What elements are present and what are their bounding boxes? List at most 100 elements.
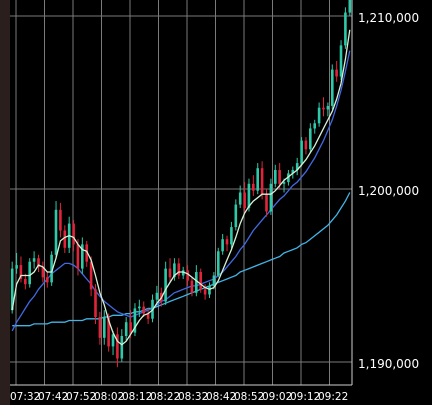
candle-body bbox=[256, 168, 259, 191]
candle-body bbox=[260, 168, 264, 195]
x-tick-label: 08:32 bbox=[178, 391, 208, 403]
candle-body bbox=[168, 268, 172, 278]
candle-body bbox=[28, 261, 31, 285]
x-tick-label: 09:12 bbox=[290, 391, 320, 403]
y-axis: 1,210,000 1,200,000 1,190,000 bbox=[358, 11, 419, 371]
candle-body bbox=[19, 265, 23, 279]
x-tick-label: 08:52 bbox=[234, 391, 264, 403]
candle-body bbox=[243, 192, 246, 209]
candle-body bbox=[107, 317, 110, 347]
candle-body bbox=[322, 107, 325, 110]
moving-average-mid-line bbox=[11, 50, 351, 332]
candle-body bbox=[129, 322, 132, 333]
moving-average-long-line bbox=[12, 192, 351, 327]
candle-body bbox=[234, 204, 238, 228]
candle-body bbox=[46, 277, 49, 283]
candle-body bbox=[98, 317, 102, 338]
candle-body bbox=[203, 289, 207, 295]
candle-body bbox=[247, 183, 251, 208]
candle-body bbox=[326, 106, 330, 110]
candle-body bbox=[146, 313, 150, 319]
candle-body bbox=[278, 170, 281, 184]
candle-body bbox=[287, 173, 290, 183]
candle-body bbox=[41, 266, 45, 278]
x-tick-label: 07:52 bbox=[66, 391, 96, 403]
candle-body bbox=[32, 258, 36, 262]
candle-body bbox=[190, 280, 194, 293]
candle-body bbox=[116, 334, 119, 359]
candle-body bbox=[300, 140, 303, 164]
candle-body bbox=[81, 244, 84, 269]
candle-body bbox=[238, 192, 242, 205]
x-tick-label: 09:22 bbox=[318, 391, 348, 403]
candle-body bbox=[181, 270, 185, 276]
candle-body bbox=[138, 306, 141, 309]
candle-body bbox=[72, 223, 75, 245]
candle-body bbox=[10, 268, 14, 311]
x-tick-label: 08:02 bbox=[94, 391, 124, 403]
moving-average-long bbox=[12, 192, 351, 327]
left-border-strip bbox=[0, 0, 10, 405]
candle-body bbox=[59, 209, 62, 231]
candle-body bbox=[313, 123, 316, 129]
candle-body bbox=[274, 170, 277, 184]
candle-body bbox=[142, 306, 145, 314]
candle-body bbox=[177, 263, 181, 276]
x-tick-label: 08:42 bbox=[206, 391, 236, 403]
candle-body bbox=[120, 336, 124, 359]
candle-body bbox=[124, 322, 128, 336]
candle-body bbox=[89, 261, 93, 290]
candle-body bbox=[85, 244, 88, 262]
candle-body bbox=[331, 69, 334, 106]
y-tick-label: 1,200,000 bbox=[358, 184, 419, 198]
candlesticks bbox=[10, 0, 352, 368]
candle-body bbox=[230, 227, 233, 245]
candle-body bbox=[265, 194, 268, 212]
candle-body bbox=[295, 163, 299, 170]
candle-body bbox=[225, 239, 229, 245]
candle-body bbox=[212, 275, 216, 286]
candle-body bbox=[50, 254, 53, 283]
moving-average-short-line bbox=[11, 29, 351, 346]
y-tick-label: 1,190,000 bbox=[358, 357, 419, 371]
candle-body bbox=[15, 265, 18, 269]
candle-body bbox=[339, 45, 343, 77]
candle-body bbox=[252, 183, 255, 191]
x-tick-label: 07:32 bbox=[10, 391, 40, 403]
candle-body bbox=[164, 268, 167, 302]
candle-body bbox=[344, 12, 347, 46]
candle-body bbox=[155, 292, 159, 300]
candle-body bbox=[111, 334, 115, 347]
candle-body bbox=[291, 170, 295, 174]
candle-body bbox=[195, 272, 198, 293]
x-axis: 07:32 07:42 07:52 08:02 08:12 08:22 08:3… bbox=[10, 391, 348, 403]
candle-body bbox=[24, 279, 27, 285]
candle-body bbox=[133, 308, 137, 333]
candle-body bbox=[304, 140, 308, 150]
candle-body bbox=[317, 107, 321, 124]
candle-body bbox=[208, 285, 211, 295]
candle-body bbox=[94, 289, 97, 317]
candle-body bbox=[335, 69, 338, 77]
x-tick-label: 08:12 bbox=[122, 391, 152, 403]
grid bbox=[10, 0, 353, 386]
x-tick-label: 09:02 bbox=[262, 391, 292, 403]
moving-average-mid bbox=[11, 50, 351, 332]
candle-body bbox=[173, 263, 176, 278]
x-tick-label: 07:42 bbox=[38, 391, 68, 403]
candle-body bbox=[269, 183, 273, 212]
x-tick-label: 08:22 bbox=[150, 391, 180, 403]
candle-body bbox=[37, 258, 40, 267]
candle-body bbox=[54, 209, 58, 255]
candle-body bbox=[63, 230, 67, 248]
candle-body bbox=[282, 182, 286, 184]
moving-average-short bbox=[11, 29, 351, 346]
candle-body bbox=[199, 272, 202, 290]
candle-body bbox=[217, 251, 220, 276]
y-tick-label: 1,210,000 bbox=[358, 11, 419, 25]
candle-body bbox=[309, 128, 312, 150]
candle-body bbox=[76, 244, 80, 269]
candle-body bbox=[221, 239, 224, 252]
